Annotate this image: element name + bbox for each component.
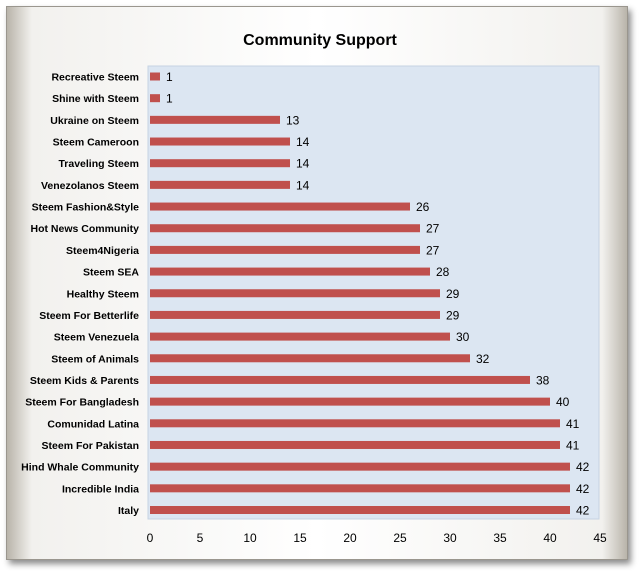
category-label: Recreative Steem <box>51 72 139 84</box>
value-label: 27 <box>426 243 440 257</box>
bar-15 <box>150 397 550 406</box>
value-label: 26 <box>416 200 430 214</box>
bar-13 <box>150 354 470 363</box>
category-label: Hind Whale Community <box>21 462 139 474</box>
value-label: 32 <box>476 352 490 366</box>
x-tick-label: 35 <box>493 531 507 545</box>
value-label: 14 <box>296 178 310 192</box>
value-label: 14 <box>296 135 310 149</box>
category-label: Venezolanos Steem <box>41 180 139 192</box>
bar-18 <box>150 462 570 471</box>
value-label: 30 <box>456 330 470 344</box>
value-label: 41 <box>566 438 580 452</box>
value-label: 38 <box>536 373 550 387</box>
category-label: Incredible India <box>62 483 139 495</box>
bar-4 <box>150 159 290 168</box>
bar-20 <box>150 506 570 514</box>
value-label: 42 <box>576 482 590 496</box>
category-label: Steem Cameroon <box>53 137 139 149</box>
bar-7 <box>150 224 420 233</box>
x-tick-label: 20 <box>343 531 357 545</box>
value-label: 42 <box>576 504 590 518</box>
x-tick-label: 30 <box>443 531 457 545</box>
value-label: 13 <box>286 113 300 127</box>
category-label: Steem4Nigeria <box>66 245 139 257</box>
value-label: 29 <box>446 308 460 322</box>
value-label: 41 <box>566 417 580 431</box>
x-tick-label: 5 <box>197 531 204 545</box>
value-label: 14 <box>296 157 310 171</box>
bar-19 <box>150 484 570 493</box>
chart-title: Community Support <box>243 32 397 49</box>
x-tick-label: 10 <box>243 531 257 545</box>
category-label: Italy <box>118 505 139 517</box>
value-label: 27 <box>426 222 440 236</box>
value-label: 28 <box>436 265 450 279</box>
bar-12 <box>150 332 450 341</box>
bar-0 <box>150 72 160 81</box>
bar-6 <box>150 202 410 211</box>
value-label: 1 <box>166 70 173 84</box>
category-label: Steem For Pakistan <box>42 440 139 452</box>
category-label: Traveling Steem <box>58 158 139 170</box>
bar-11 <box>150 310 440 319</box>
bar-8 <box>150 245 420 254</box>
category-label: Steem SEA <box>83 267 139 279</box>
category-label: Steem For Bangladesh <box>25 397 139 409</box>
bar-10 <box>150 289 440 298</box>
bar-16 <box>150 419 560 428</box>
bar-9 <box>150 267 430 276</box>
bar-5 <box>150 180 290 189</box>
x-tick-label: 0 <box>147 531 154 545</box>
x-tick-label: 25 <box>393 531 407 545</box>
category-label: Steem Kids & Parents <box>30 375 139 387</box>
category-label: Steem of Animals <box>51 353 139 365</box>
x-tick-label: 40 <box>543 531 557 545</box>
category-label: Healthy Steem <box>67 288 139 300</box>
bar-2 <box>150 115 280 124</box>
category-label: Ukraine on Steem <box>50 115 139 127</box>
value-label: 1 <box>166 92 173 106</box>
category-label: Steem For Betterlife <box>39 310 139 322</box>
bar-17 <box>150 440 560 449</box>
value-label: 40 <box>556 395 570 409</box>
bar-1 <box>150 94 160 103</box>
bar-14 <box>150 375 530 384</box>
category-label: Hot News Community <box>30 223 139 235</box>
value-label: 29 <box>446 287 460 301</box>
x-tick-label: 45 <box>593 531 607 545</box>
category-label: Steem Venezuela <box>54 332 139 344</box>
category-label: Shine with Steem <box>52 93 139 105</box>
bar-3 <box>150 137 290 146</box>
category-label: Comunidad Latina <box>47 418 139 430</box>
category-label: Steem Fashion&Style <box>32 202 140 214</box>
value-label: 42 <box>576 460 590 474</box>
x-tick-label: 15 <box>293 531 307 545</box>
